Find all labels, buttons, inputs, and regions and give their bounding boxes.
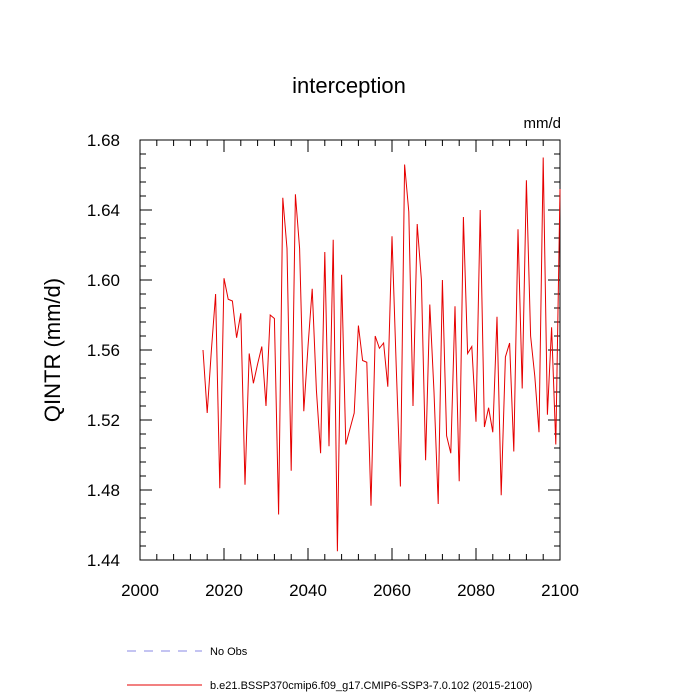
axis-ticks [139, 139, 561, 561]
axis-tick-labels: 2000 2020 2040 2060 2080 2100 1.44 1.48 1.52 1.56… [87, 131, 579, 600]
x-tick-label: 2100 [541, 581, 579, 600]
x-tick-label: 2060 [373, 581, 411, 600]
y-tick-label: 1.48 [87, 481, 120, 500]
y-tick-label: 1.64 [87, 201, 120, 220]
y-tick-label: 1.60 [87, 271, 120, 290]
legend-label-model: b.e21.BSSP370cmip6.f09_g17.CMIP6-SSP3-7.… [210, 680, 532, 692]
x-tick-label: 2080 [457, 581, 495, 600]
x-tick-label: 2040 [289, 581, 327, 600]
legend-label-no-obs: No Obs [210, 646, 248, 658]
y-tick-label: 1.52 [87, 411, 120, 430]
series-group [202, 157, 561, 552]
series-line-0 [202, 157, 561, 552]
x-tick-label: 2000 [121, 581, 159, 600]
legend: No Obs b.e21.BSSP370cmip6.f09_g17.CMIP6-… [127, 646, 532, 692]
x-tick-label: 2020 [205, 581, 243, 600]
chart-title: interception [292, 73, 406, 98]
y-tick-label: 1.68 [87, 131, 120, 150]
y-tick-label: 1.56 [87, 341, 120, 360]
units-label: mm/d [524, 115, 562, 132]
y-axis-label: QINTR (mm/d) [40, 278, 65, 422]
y-tick-label: 1.44 [87, 551, 120, 570]
